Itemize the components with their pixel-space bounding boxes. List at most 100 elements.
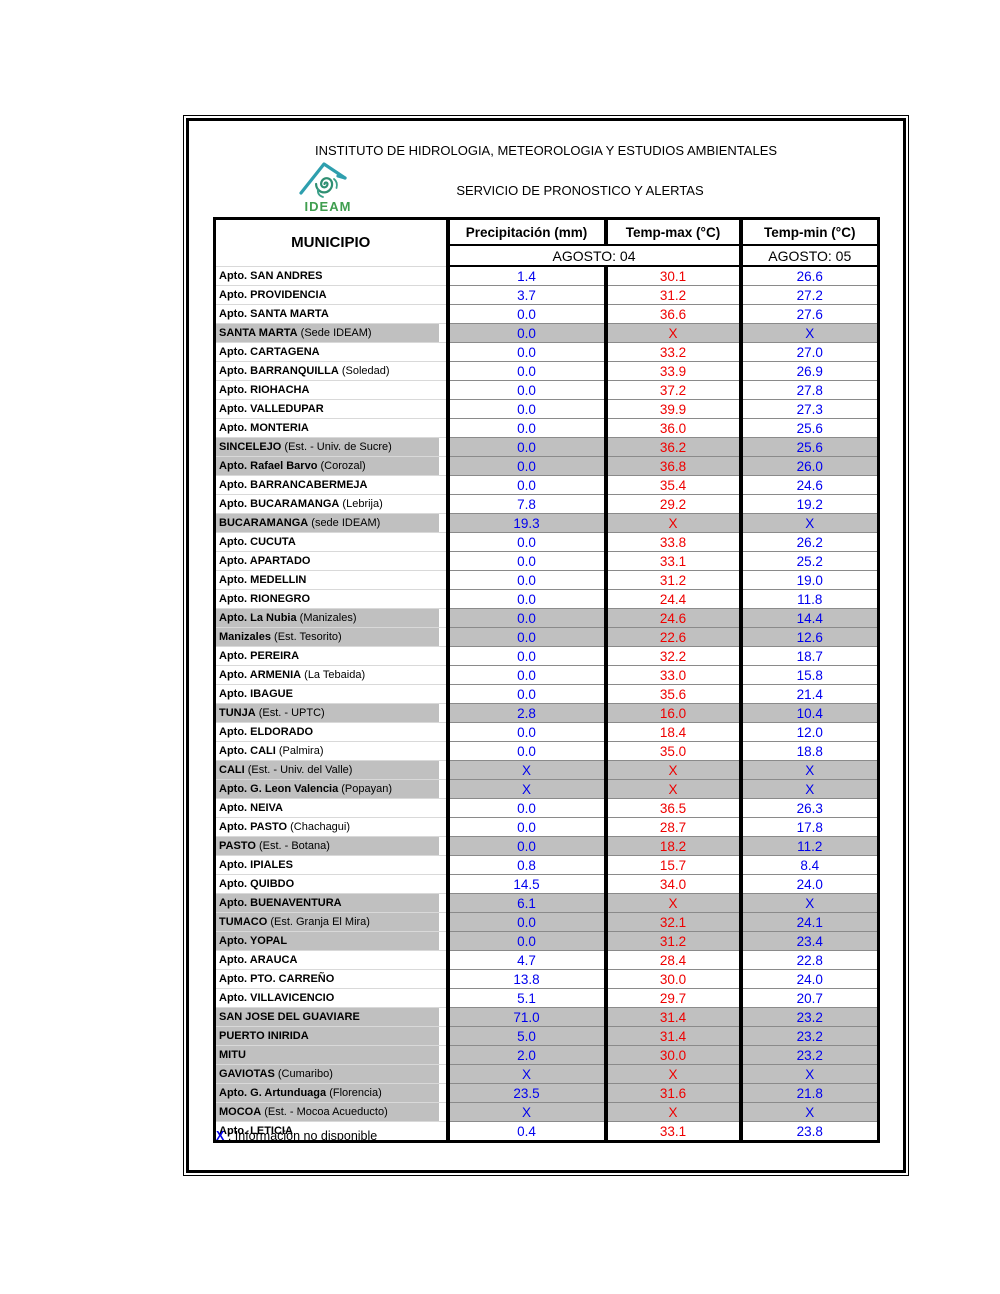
precipitation-value: 0.0 <box>445 684 606 704</box>
temp-max-value: 35.4 <box>603 475 741 495</box>
municipio-cell: Apto. VILLAVICENCIO <box>214 988 448 1008</box>
temp-max-value: X <box>603 760 741 780</box>
temp-max-value: 34.0 <box>603 874 741 894</box>
temp-max-value: 35.0 <box>603 741 741 761</box>
municipio-cell: Apto. SANTA MARTA <box>214 304 448 324</box>
temp-min-value: 27.0 <box>738 342 879 362</box>
temp-max-value: 33.0 <box>603 665 741 685</box>
municipio-cell: PUERTO INIRIDA <box>214 1026 448 1046</box>
temp-max-value: 18.4 <box>603 722 741 742</box>
municipio-cell: Apto. ARAUCA <box>214 950 448 970</box>
precipitation-value: 6.1 <box>445 893 606 913</box>
document-inner-border: INSTITUTO DE HIDROLOGIA, METEOROLOGIA Y … <box>186 118 906 1173</box>
precipitation-value: 13.8 <box>445 969 606 989</box>
temp-min-value: 25.2 <box>738 551 879 571</box>
temp-max-value: X <box>603 323 741 343</box>
municipio-cell: PASTO (Est. - Botana) <box>214 836 448 856</box>
temp-max-value: 15.7 <box>603 855 741 875</box>
municipio-cell: Apto. VALLEDUPAR <box>214 399 448 419</box>
temp-max-value: 33.8 <box>603 532 741 552</box>
temp-max-value: 37.2 <box>603 380 741 400</box>
municipio-cell: TUNJA (Est. - UPTC) <box>214 703 448 723</box>
precipitation-value: 0.4 <box>445 1121 606 1142</box>
precipitation-value: 4.7 <box>445 950 606 970</box>
ideam-logo: IDEAM <box>297 157 359 217</box>
temp-max-value: 33.9 <box>603 361 741 381</box>
precipitation-value: 0.0 <box>445 456 606 476</box>
temp-min-value: 27.6 <box>738 304 879 324</box>
table-row: MITU 2.0 30.0 23.2 <box>214 1045 879 1065</box>
temp-max-value: X <box>603 1102 741 1122</box>
temp-min-value: 22.8 <box>738 950 879 970</box>
municipio-cell: Apto. MEDELLIN <box>214 570 448 590</box>
footnote-x-symbol: X <box>216 1129 225 1143</box>
municipio-cell: Apto. CUCUTA <box>214 532 448 552</box>
temp-max-value: 36.5 <box>603 798 741 818</box>
temp-min-value: 10.4 <box>738 703 879 723</box>
precipitation-value: 14.5 <box>445 874 606 894</box>
table-row: CALI (Est. - Univ. del Valle) X X X <box>214 760 879 780</box>
table-row: Apto. SANTA MARTA 0.0 36.6 27.6 <box>214 304 879 324</box>
municipio-cell: BUCARAMANGA (sede IDEAM) <box>214 513 448 533</box>
temp-min-value: X <box>738 323 879 343</box>
municipio-cell: Apto. PEREIRA <box>214 646 448 666</box>
precipitation-value: X <box>445 1102 606 1122</box>
temp-max-value: 29.7 <box>603 988 741 1008</box>
temp-max-value: 36.6 <box>603 304 741 324</box>
precipitation-value: 0.0 <box>445 646 606 666</box>
precipitation-value: 0.0 <box>445 361 606 381</box>
temp-max-value: 31.2 <box>603 931 741 951</box>
temp-min-value: 19.0 <box>738 570 879 590</box>
table-row: Apto. MONTERIA 0.0 36.0 25.6 <box>214 418 879 438</box>
municipio-cell: Apto. RIOHACHA <box>214 380 448 400</box>
municipio-cell: Apto. G. Artunduaga (Florencia) <box>214 1083 448 1103</box>
table-row: Apto. LETICIA 0.4 33.1 23.8 <box>214 1121 879 1142</box>
precipitation-value: 0.0 <box>445 418 606 438</box>
precipitation-value: 0.0 <box>445 532 606 552</box>
municipio-cell: Apto. ARMENIA (La Tebaida) <box>214 665 448 685</box>
table-row: Apto. RIONEGRO 0.0 24.4 11.8 <box>214 589 879 609</box>
municipio-cell: Apto. BARRANQUILLA (Soledad) <box>214 361 448 381</box>
temp-max-value: 18.2 <box>603 836 741 856</box>
temp-min-value: 11.2 <box>738 836 879 856</box>
municipio-cell: Apto. SAN ANDRES <box>214 265 448 286</box>
period-agosto-05: AGOSTO: 05 <box>738 245 879 267</box>
precipitation-value: 0.8 <box>445 855 606 875</box>
table-row: SANTA MARTA (Sede IDEAM) 0.0 X X <box>214 323 879 343</box>
table-period-row: AGOSTO: 04 AGOSTO: 05 <box>215 245 879 267</box>
institute-title: INSTITUTO DE HIDROLOGIA, METEOROLOGIA Y … <box>314 143 778 158</box>
municipio-cell: Apto. PTO. CARREÑO <box>214 969 448 989</box>
temp-max-value: 30.0 <box>603 969 741 989</box>
temp-max-value: 36.0 <box>603 418 741 438</box>
municipio-cell: Apto. BARRANCABERMEJA <box>214 475 448 495</box>
table-row: Apto. G. Artunduaga (Florencia) 23.5 31.6 2… <box>214 1083 879 1103</box>
precipitation-value: 0.0 <box>445 627 606 647</box>
precipitation-value: 0.0 <box>445 304 606 324</box>
table-row: Apto. BUCARAMANGA (Lebrija) 7.8 29.2 19.2 <box>214 494 879 514</box>
temp-max-value: X <box>603 893 741 913</box>
precipitation-value: 0.0 <box>445 931 606 951</box>
municipio-cell: Apto. IPIALES <box>214 855 448 875</box>
municipio-cell: Apto. Rafael Barvo (Corozal) <box>214 456 448 476</box>
precipitation-value: 5.1 <box>445 988 606 1008</box>
temp-min-value: 15.8 <box>738 665 879 685</box>
temp-min-value: 27.2 <box>738 285 879 305</box>
municipio-cell: Apto. PASTO (Chachagui) <box>214 817 448 837</box>
ideam-logo-text: IDEAM <box>305 199 352 214</box>
ideam-logo-icon: IDEAM <box>299 162 352 214</box>
temp-min-value: 18.8 <box>738 741 879 761</box>
temp-max-value: 33.1 <box>603 1121 741 1142</box>
temp-max-value: X <box>603 513 741 533</box>
temp-min-value: 24.0 <box>738 969 879 989</box>
precipitation-value: 0.0 <box>445 323 606 343</box>
temp-min-value: 26.6 <box>738 265 879 286</box>
temp-max-value: 33.1 <box>603 551 741 571</box>
table-row: Apto. QUIBDO 14.5 34.0 24.0 <box>214 874 879 894</box>
temp-max-value: 31.4 <box>603 1026 741 1046</box>
temp-min-value: 26.9 <box>738 361 879 381</box>
temp-max-value: X <box>603 779 741 799</box>
precipitation-value: X <box>445 760 606 780</box>
municipio-cell: CALI (Est. - Univ. del Valle) <box>214 760 448 780</box>
footnote-text: : Información no disponible <box>227 1129 378 1143</box>
municipio-cell: SAN JOSE DEL GUAVIARE <box>214 1007 448 1027</box>
